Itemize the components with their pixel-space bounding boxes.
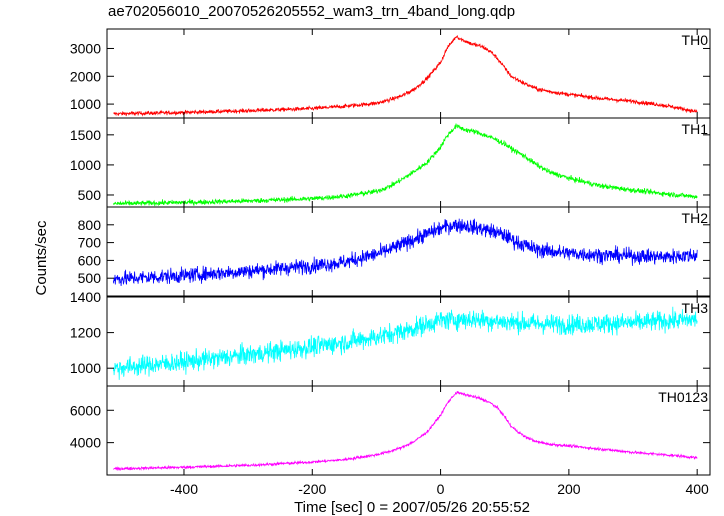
y-tick-label: 1000	[70, 360, 101, 376]
y-tick-label: 1500	[70, 127, 101, 143]
series-label-th0: TH0	[682, 32, 709, 48]
panel-frame	[106, 28, 711, 119]
chart-title: ae702056010_20070526205552_wam3_trn_4ban…	[108, 3, 516, 20]
panel-frame	[106, 206, 711, 297]
y-tick-label: 4000	[70, 435, 101, 451]
x-tick-label: 0	[437, 481, 445, 497]
series-label-th0123: TH0123	[658, 389, 708, 405]
series-line-th3	[113, 306, 698, 380]
y-tick-label: 700	[78, 235, 102, 251]
x-axis-label: Time [sec] 0 = 2007/05/26 20:55:52	[294, 499, 530, 516]
y-tick-label: 2000	[70, 68, 101, 84]
x-tick-label: 200	[557, 481, 581, 497]
y-tick-label: 1400	[70, 289, 101, 305]
series-label-th3: TH3	[682, 300, 709, 316]
series-line-th1	[113, 123, 698, 207]
panel-frame	[106, 117, 711, 208]
panel-th0123: 4000 6000 TH0123	[70, 385, 711, 476]
x-axis: -400 -200 0 200 400	[170, 481, 709, 497]
y-tick-label: 1000	[70, 96, 101, 112]
panel-frame	[106, 385, 711, 476]
x-tick-label: -400	[170, 481, 198, 497]
y-tick-label: 500	[78, 187, 102, 203]
panel-frame	[106, 296, 711, 387]
y-tick-label: 800	[78, 217, 102, 233]
panel-th1: 500 1000 1500 TH1	[70, 117, 711, 208]
series-line-th2	[113, 218, 698, 287]
x-tick-label: 400	[685, 481, 709, 497]
y-tick-label: 1200	[70, 325, 101, 341]
y-tick-label: 500	[78, 270, 102, 286]
series-label-th1: TH1	[682, 121, 709, 137]
y-axis-label: Counts/sec	[33, 220, 50, 296]
y-tick-label: 3000	[70, 40, 101, 56]
series-line-th0123	[113, 390, 698, 472]
panel-th3: 1000 1200 1400 TH3	[70, 289, 711, 387]
y-tick-label: 1000	[70, 157, 101, 173]
series-line-th0	[113, 35, 698, 117]
y-tick-label: 6000	[70, 402, 101, 418]
x-tick-label: -200	[298, 481, 326, 497]
series-label-th2: TH2	[682, 210, 709, 226]
y-tick-label: 600	[78, 252, 102, 268]
panel-th0: 1000 2000 3000 TH0	[70, 28, 711, 119]
